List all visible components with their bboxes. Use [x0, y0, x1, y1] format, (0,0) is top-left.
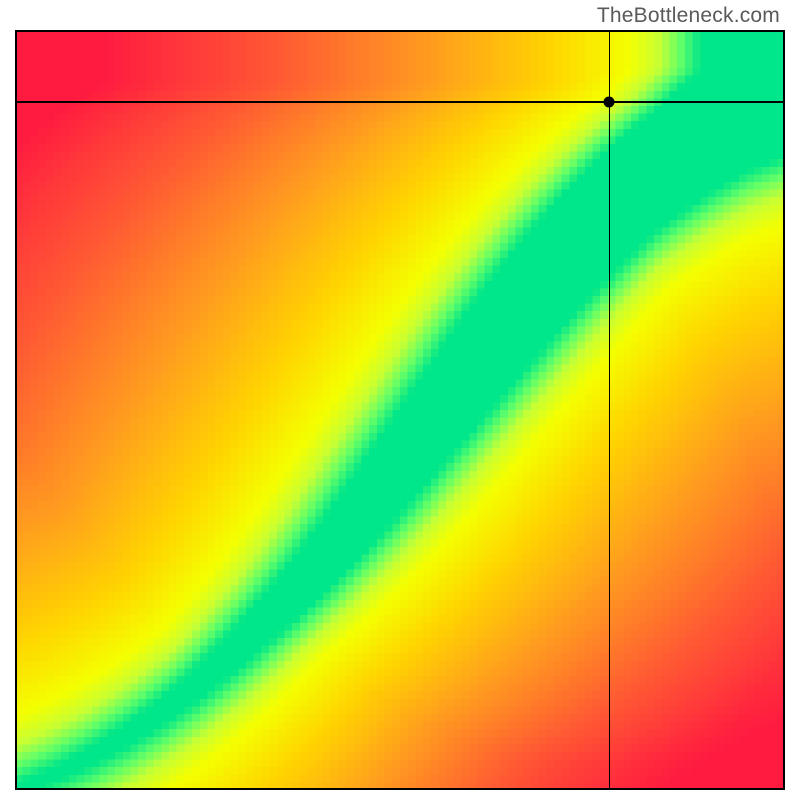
watermark-text: TheBottleneck.com — [597, 4, 780, 28]
heatmap-plot — [15, 30, 785, 790]
heatmap-canvas — [15, 30, 785, 790]
